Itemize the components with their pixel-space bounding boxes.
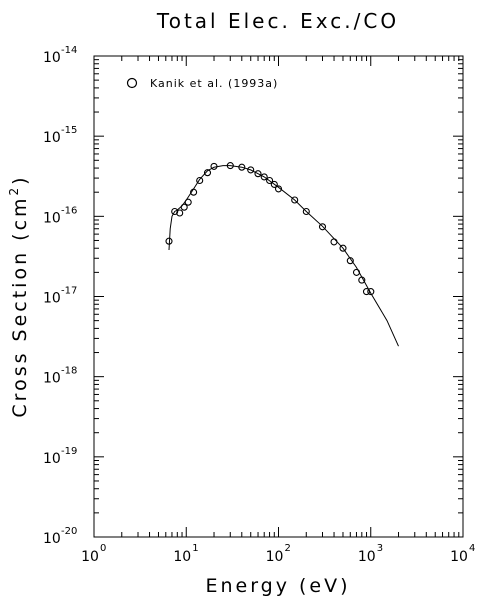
data-point bbox=[226, 162, 234, 170]
y-axis-label-group: Cross Section (cm2) bbox=[7, 174, 31, 417]
data-point bbox=[362, 288, 371, 296]
legend-label: Kanik et al. (1993a) bbox=[150, 77, 278, 90]
axis-ticks bbox=[93, 56, 463, 538]
data-point bbox=[254, 170, 262, 178]
data-point bbox=[165, 237, 173, 245]
data-point bbox=[291, 196, 299, 204]
data-point bbox=[330, 238, 338, 246]
data-point bbox=[171, 207, 179, 216]
x-tick-label: 10 bbox=[450, 549, 468, 565]
y-axis-label-text: Cross Section (cm bbox=[9, 195, 31, 417]
x-tick-label: 10 bbox=[81, 549, 99, 565]
data-point bbox=[367, 288, 375, 296]
series-data-points bbox=[165, 162, 375, 296]
legend-marker-circle bbox=[126, 77, 138, 89]
y-tick-label-exponent: -20 bbox=[61, 526, 77, 537]
x-axis-label: Energy (eV) bbox=[205, 575, 350, 597]
data-point bbox=[339, 244, 347, 252]
fit-curve bbox=[168, 165, 399, 347]
y-tick-label: 10 bbox=[43, 531, 61, 547]
y-tick-label: 10 bbox=[43, 291, 61, 307]
x-tick-label-exponent: 1 bbox=[192, 543, 198, 554]
legend: Kanik et al. (1993a) bbox=[126, 77, 278, 90]
data-point bbox=[210, 162, 218, 170]
data-point bbox=[318, 223, 327, 231]
x-tick-label-exponent: 0 bbox=[100, 543, 106, 554]
y-tick-label-exponent: -19 bbox=[61, 446, 77, 457]
y-tick-label-exponent: -14 bbox=[61, 45, 77, 56]
data-point bbox=[184, 198, 192, 206]
data-point bbox=[346, 257, 354, 265]
data-point bbox=[358, 276, 366, 284]
data-point bbox=[352, 268, 361, 276]
y-tick-label: 10 bbox=[43, 210, 61, 226]
y-tick-label-exponent: -16 bbox=[61, 205, 77, 216]
x-tick-label-exponent: 2 bbox=[285, 543, 291, 554]
y-tick-label: 10 bbox=[43, 130, 61, 146]
y-tick-label: 10 bbox=[43, 451, 61, 467]
y-axis-label-close: ) bbox=[9, 174, 31, 184]
series-fit-line bbox=[168, 165, 399, 347]
x-tick-label: 10 bbox=[266, 549, 284, 565]
y-tick-label: 10 bbox=[43, 371, 61, 387]
plot-frame bbox=[93, 55, 464, 538]
data-point bbox=[302, 207, 310, 216]
y-tick-label-exponent: -17 bbox=[61, 286, 77, 297]
y-axis-label: Cross Section (cm2) bbox=[7, 174, 31, 417]
data-point bbox=[176, 209, 184, 217]
chart-title: Total Elec. Exc./CO bbox=[156, 9, 399, 33]
y-tick-label: 10 bbox=[43, 50, 61, 66]
x-tick-label: 10 bbox=[358, 549, 376, 565]
data-point bbox=[260, 173, 268, 181]
data-point bbox=[274, 185, 283, 193]
y-tick-label-exponent: -15 bbox=[61, 125, 77, 136]
data-point bbox=[266, 176, 274, 185]
data-point bbox=[247, 166, 255, 174]
data-point bbox=[180, 203, 188, 211]
y-tick-label-exponent: -18 bbox=[61, 366, 77, 377]
data-point bbox=[203, 169, 212, 177]
data-point bbox=[196, 176, 204, 185]
data-point bbox=[238, 163, 246, 171]
x-tick-label: 10 bbox=[173, 549, 191, 565]
data-point bbox=[270, 180, 278, 188]
y-axis-label-superscript: 2 bbox=[7, 185, 21, 196]
x-tick-label-exponent: 4 bbox=[469, 543, 475, 554]
x-tick-label-exponent: 3 bbox=[377, 543, 383, 554]
data-point bbox=[190, 188, 198, 196]
